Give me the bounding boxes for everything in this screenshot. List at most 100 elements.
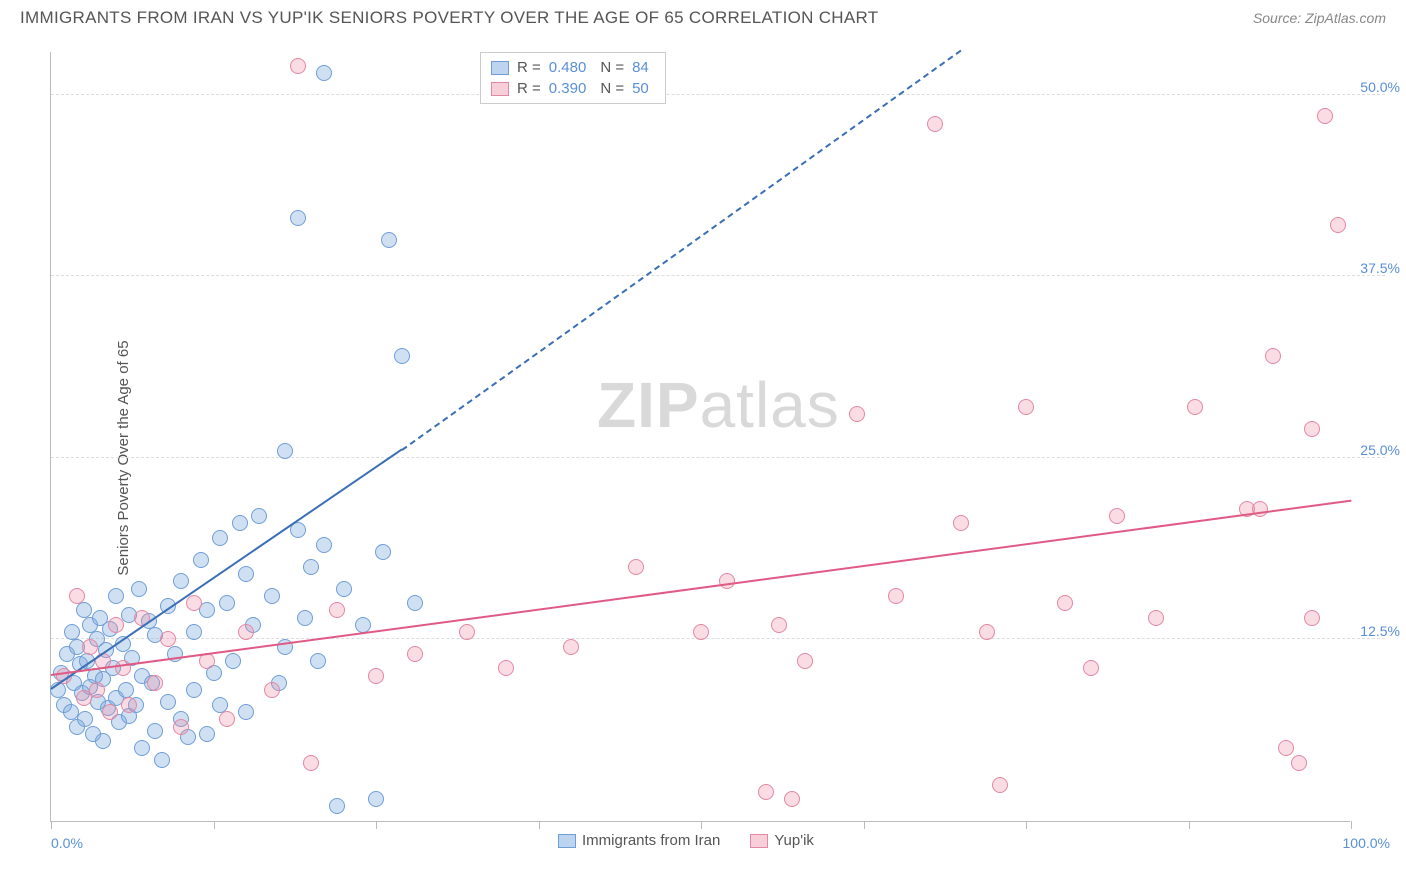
scatter-plot: ZIPatlas 12.5%25.0%37.5%50.0%0.0%100.0%R…	[50, 52, 1350, 822]
data-point	[160, 694, 176, 710]
data-point	[199, 726, 215, 742]
data-point	[719, 573, 735, 589]
data-point	[264, 588, 280, 604]
data-point	[89, 682, 105, 698]
y-tick-label: 50.0%	[1360, 79, 1400, 95]
data-point	[219, 595, 235, 611]
legend-n-value: 50	[632, 80, 649, 97]
data-point	[797, 653, 813, 669]
data-point	[771, 617, 787, 633]
data-point	[186, 595, 202, 611]
data-point	[186, 682, 202, 698]
legend-swatch	[491, 82, 509, 96]
data-point	[1148, 610, 1164, 626]
y-tick-label: 37.5%	[1360, 260, 1400, 276]
legend-n-label: N =	[600, 80, 624, 97]
legend-swatch	[491, 61, 509, 75]
data-point	[121, 697, 137, 713]
legend-label: Yup'ik	[774, 832, 814, 849]
data-point	[888, 588, 904, 604]
data-point	[1187, 399, 1203, 415]
data-point	[186, 624, 202, 640]
data-point	[160, 631, 176, 647]
data-point	[368, 668, 384, 684]
x-tick	[1189, 821, 1190, 829]
data-point	[758, 784, 774, 800]
x-tick	[1026, 821, 1027, 829]
data-point	[498, 660, 514, 676]
data-point	[316, 65, 332, 81]
legend-swatch	[558, 834, 576, 848]
legend-item: Yup'ik	[750, 832, 814, 849]
x-axis-min-label: 0.0%	[51, 835, 83, 851]
data-point	[131, 581, 147, 597]
data-point	[394, 348, 410, 364]
data-point	[290, 58, 306, 74]
trend-line	[50, 449, 402, 690]
watermark: ZIPatlas	[597, 368, 840, 442]
data-point	[118, 682, 134, 698]
data-point	[329, 798, 345, 814]
data-point	[82, 639, 98, 655]
data-point	[69, 588, 85, 604]
data-point	[329, 602, 345, 618]
data-point	[173, 719, 189, 735]
data-point	[992, 777, 1008, 793]
x-tick	[214, 821, 215, 829]
data-point	[1304, 610, 1320, 626]
data-point	[375, 544, 391, 560]
legend-r-value: 0.390	[549, 80, 587, 97]
legend-r-label: R =	[517, 59, 541, 76]
data-point	[310, 653, 326, 669]
data-point	[212, 530, 228, 546]
gridline	[51, 457, 1385, 458]
data-point	[953, 515, 969, 531]
chart-container: Seniors Poverty Over the Age of 65 ZIPat…	[0, 32, 1406, 884]
data-point	[238, 624, 254, 640]
legend-n-value: 84	[632, 59, 649, 76]
data-point	[628, 559, 644, 575]
y-tick-label: 12.5%	[1360, 623, 1400, 639]
data-point	[134, 740, 150, 756]
data-point	[303, 559, 319, 575]
legend-r-value: 0.480	[549, 59, 587, 76]
data-point	[264, 682, 280, 698]
x-tick	[1351, 821, 1352, 829]
data-point	[849, 406, 865, 422]
data-point	[147, 723, 163, 739]
data-point	[95, 733, 111, 749]
legend-swatch	[750, 834, 768, 848]
data-point	[381, 232, 397, 248]
data-point	[303, 755, 319, 771]
legend-r-label: R =	[517, 80, 541, 97]
data-point	[154, 752, 170, 768]
legend-row: R = 0.390 N = 50	[491, 78, 655, 99]
data-point	[693, 624, 709, 640]
data-point	[316, 537, 332, 553]
data-point	[108, 588, 124, 604]
data-point	[225, 653, 241, 669]
data-point	[1330, 217, 1346, 233]
legend-row: R = 0.480 N = 84	[491, 57, 655, 78]
data-point	[173, 573, 189, 589]
data-point	[238, 566, 254, 582]
data-point	[77, 711, 93, 727]
data-point	[1265, 348, 1281, 364]
data-point	[1317, 108, 1333, 124]
chart-title: IMMIGRANTS FROM IRAN VS YUP'IK SENIORS P…	[20, 8, 878, 28]
data-point	[147, 675, 163, 691]
x-tick	[376, 821, 377, 829]
data-point	[251, 508, 267, 524]
x-tick	[51, 821, 52, 829]
data-point	[368, 791, 384, 807]
legend-n-label: N =	[600, 59, 624, 76]
data-point	[1057, 595, 1073, 611]
data-point	[979, 624, 995, 640]
correlation-legend: R = 0.480 N = 84 R = 0.390 N = 50	[480, 52, 666, 104]
x-tick	[864, 821, 865, 829]
x-axis-max-label: 100.0%	[1343, 835, 1390, 851]
data-point	[193, 552, 209, 568]
y-tick-label: 25.0%	[1360, 442, 1400, 458]
data-point	[297, 610, 313, 626]
data-point	[459, 624, 475, 640]
